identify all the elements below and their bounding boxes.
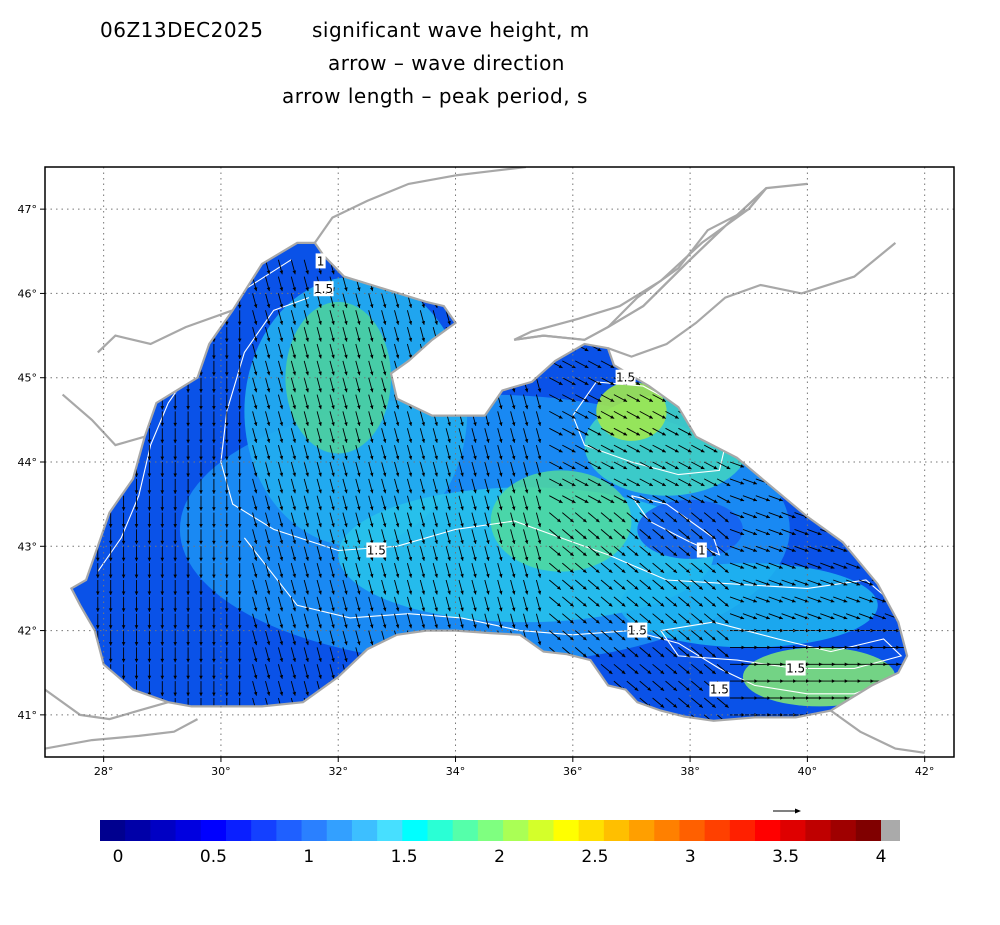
- colorbar-segment: [377, 820, 403, 841]
- colorbar-segment: [553, 820, 580, 841]
- colorbar-segment: [805, 820, 832, 841]
- lat-tick-label: 47°: [18, 203, 38, 216]
- colorbar-segment: [780, 820, 807, 841]
- colorbar-tick-label: 4: [876, 847, 887, 867]
- colorbar-segment: [855, 820, 882, 841]
- land-line: [45, 718, 199, 750]
- land-line: [45, 688, 169, 721]
- contour-label: 1.5: [616, 371, 635, 385]
- lon-tick-label: 32°: [328, 765, 348, 778]
- latitude-axis: 47° 46° 45° 44° 43° 42° 41°: [18, 203, 45, 722]
- colorbar: [100, 820, 900, 841]
- contour-label: 1.5: [367, 544, 386, 558]
- lon-tick-label: 42°: [915, 765, 935, 778]
- lon-tick-label: 28°: [94, 765, 114, 778]
- colorbar-segment: [402, 820, 429, 841]
- land-boundaries: [45, 167, 925, 754]
- colorbar-segment: [452, 820, 479, 841]
- lat-tick-label: 44°: [18, 456, 38, 469]
- wave-height-patch: [285, 301, 392, 454]
- contour-label: 1.5: [786, 662, 805, 676]
- contour-label: 1: [698, 544, 706, 558]
- lon-tick-label: 38°: [680, 765, 700, 778]
- map-subtitle-direction: arrow – wave direction: [328, 51, 565, 75]
- contour-label: 1: [317, 254, 325, 268]
- colorbar-segment: [654, 820, 681, 841]
- contour-label-bg: [627, 622, 648, 638]
- map-title: significant wave height, m: [312, 18, 590, 42]
- colorbar-segment: [528, 820, 555, 841]
- colorbar-segment: [175, 820, 202, 841]
- contour-label: 1.5: [314, 282, 333, 296]
- lon-tick-label: 34°: [446, 765, 466, 778]
- colorbar-tick-label: 1.5: [391, 847, 418, 867]
- contour-label: 1.5: [710, 683, 729, 697]
- colorbar-segment: [755, 820, 781, 841]
- colorbar-tick-label: 3.5: [772, 847, 799, 867]
- colorbar-segment: [150, 820, 177, 841]
- land-line: [455, 167, 527, 177]
- azov-coast: [513, 187, 768, 341]
- lon-tick-label: 36°: [563, 765, 583, 778]
- contour-label-bg: [785, 660, 806, 676]
- longitude-axis: 28° 30° 32° 34° 36° 38° 40° 42°: [94, 757, 935, 778]
- contour-1.5m-main: [220, 297, 896, 606]
- contour-label-bg: [615, 369, 636, 385]
- colorbar-segment: [351, 820, 378, 841]
- lat-tick-label: 41°: [18, 709, 38, 722]
- colorbar-segment: [251, 820, 277, 841]
- colorbar-tick-label: 1: [303, 847, 314, 867]
- wave-height-patch: [637, 499, 743, 559]
- colorbar-segment: [100, 820, 126, 841]
- colorbar-segment: [830, 820, 857, 841]
- land-line: [830, 709, 925, 754]
- colorbar-segment: [629, 820, 655, 841]
- wave-height-patch: [596, 381, 667, 441]
- land-line: [607, 242, 897, 358]
- lat-tick-label: 43°: [18, 540, 38, 553]
- contour-label-bg: [313, 281, 334, 297]
- colorbar-segment: [729, 820, 756, 841]
- lat-tick-label: 42°: [18, 625, 38, 638]
- colorbar-segment: [200, 820, 227, 841]
- lon-tick-label: 30°: [211, 765, 231, 778]
- colorbar-segment: [427, 820, 454, 841]
- colorbar-tick-label: 0.5: [200, 847, 227, 867]
- colorbar-segment: [679, 820, 706, 841]
- lon-tick-label: 40°: [798, 765, 818, 778]
- colorbar-labels: 0 0.5 1 1.5 2 2.5 3 3.5 4: [113, 847, 887, 867]
- colorbar-segment: [477, 820, 504, 841]
- lat-tick-label: 45°: [18, 372, 38, 385]
- contour-label-bg: [315, 253, 326, 269]
- contour-1.5m-south: [243, 537, 890, 695]
- contour-label-bg: [696, 542, 707, 558]
- colorbar-tick-label: 3: [685, 847, 696, 867]
- colorbar-over: [881, 820, 900, 841]
- colorbar-tick-label: 0: [113, 847, 124, 867]
- timestamp-label: 06Z13DEC2025: [100, 18, 264, 42]
- colorbar-tick-label: 2: [494, 847, 505, 867]
- map-subtitle-length: arrow length – peak period, s: [282, 84, 588, 108]
- colorbar-tick-label: 2.5: [581, 847, 608, 867]
- colorbar-segment: [503, 820, 529, 841]
- colorbar-segment: [578, 820, 605, 841]
- contour-1.5m-southeast: [660, 621, 903, 670]
- colorbar-segment: [276, 820, 303, 841]
- colorbar-segment: [603, 820, 630, 841]
- wave-height-patch: [619, 563, 878, 648]
- contour-label: 1.5: [628, 624, 647, 638]
- contour-label-bg: [709, 681, 730, 697]
- lat-tick-label: 46°: [18, 287, 38, 300]
- land-line: [97, 309, 234, 354]
- land-line: [313, 174, 456, 244]
- colorbar-segment: [225, 820, 252, 841]
- colorbar-segment: [301, 820, 328, 841]
- colorbar-segment: [326, 820, 353, 841]
- colorbar-segment: [125, 820, 151, 841]
- colorbar-segment: [704, 820, 731, 841]
- wave-height-patch: [742, 647, 896, 707]
